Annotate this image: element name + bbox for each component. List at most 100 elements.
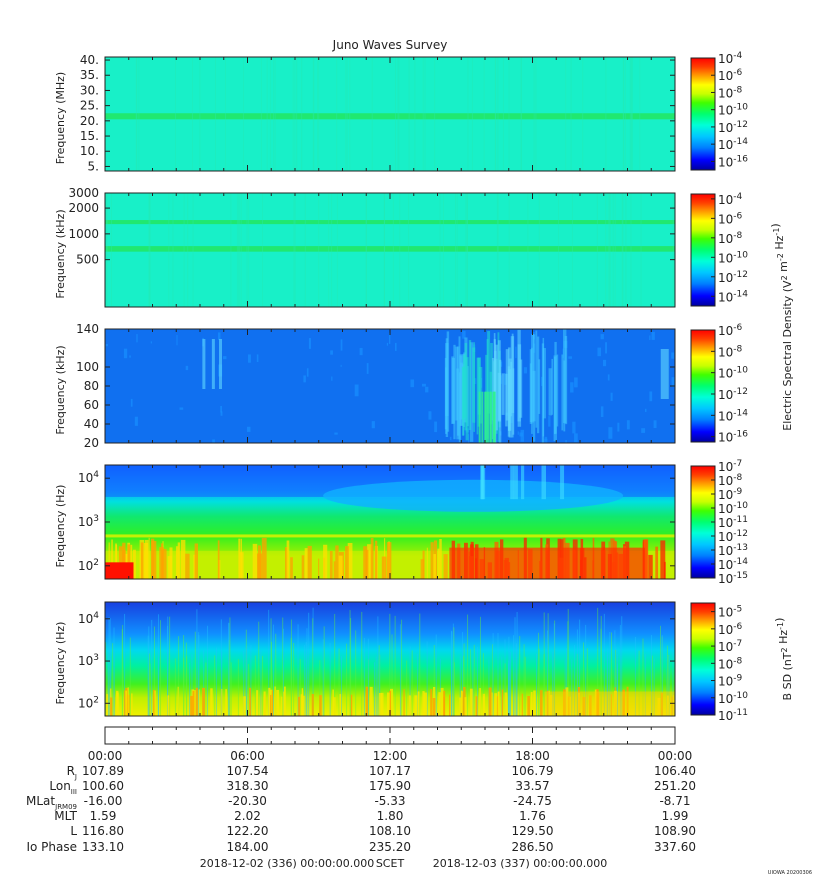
ephemeris-value: 337.60 — [654, 840, 696, 854]
ephemeris-value: 108.90 — [654, 824, 696, 838]
y-tick-label: 15. — [80, 129, 99, 143]
y-tick-label: 20 — [84, 436, 99, 450]
colorbar-tick-label: 10-10 — [718, 250, 748, 265]
y-tick-label: 100 — [76, 360, 99, 374]
ephemeris-label: L — [70, 824, 77, 838]
y-tick-label: 104 — [78, 611, 99, 626]
spectrogram-image-3 — [105, 329, 675, 443]
colorbar-tick-label: 10-10 — [718, 103, 748, 118]
spectrogram-image-1 — [105, 57, 675, 171]
colorbar-5: 10-5 10-6 10-7 10-8 10-9 10-10 10-11 — [690, 602, 748, 723]
colorbar-tick-label: 10-6 — [718, 323, 743, 338]
colorbar-tick-label: 10-5 — [718, 605, 742, 620]
ephemeris-value: 33.57 — [515, 779, 549, 793]
ephemeris-value: 100.60 — [82, 779, 124, 793]
spectrogram-panel-4: 102 103 104 Frequency (Hz) 10-710-810-910-10… — [54, 459, 748, 586]
ephemeris-value: 1.59 — [90, 809, 117, 823]
colorbar-tick-label: 10-6 — [718, 68, 743, 83]
y-axis-label: Frequency (Hz) — [54, 485, 67, 568]
ephemeris-value: 318.30 — [227, 779, 269, 793]
ephemeris-label: MLatJRM09 — [26, 794, 77, 811]
y-axis-label: Frequency (MHz) — [54, 72, 67, 164]
colorbar-tick-label: 10-8 — [718, 344, 743, 359]
ephemeris-value: 286.50 — [512, 840, 554, 854]
colorbar-tick-label: 10-8 — [718, 85, 743, 100]
ephemeris-value: 129.50 — [512, 824, 554, 838]
colorbar-tick-label: 10-9 — [718, 674, 743, 689]
time-tick-label: 06:00 — [230, 749, 265, 763]
footer-scet-label: SCET — [376, 857, 405, 870]
y-tick-label: 3000 — [68, 186, 99, 200]
emission-band-1 — [105, 246, 675, 252]
spectrogram-panel-1: 5.10.15.20.25. 30.35.40. Frequency (MHz) 10… — [54, 51, 748, 173]
footer-end-time: 2018-12-03 (337) 00:00:00.000 — [433, 857, 607, 870]
colorbar-3: 10-6 10-8 10-10 10-12 10-14 10-16 — [690, 323, 748, 445]
colorbar-tick-label: 10-13 — [718, 543, 748, 558]
colorbar-tick-label: 10-14 — [718, 408, 748, 423]
y-tick-label: 2000 — [68, 201, 99, 215]
ephemeris-value: -20.30 — [228, 794, 267, 808]
ephemeris-value: -5.33 — [374, 794, 405, 808]
ephemeris-label: MLT — [54, 809, 77, 823]
colorbar-tick-label: 10-12 — [718, 120, 748, 135]
ephemeris-value: 175.90 — [369, 779, 411, 793]
y-tick-label: 103 — [78, 653, 99, 668]
colorbar-tick-label: 10-10 — [718, 501, 748, 516]
colorbar-tick-label: 10-10 — [718, 691, 748, 706]
colorbar-2: 10-4 10-6 10-8 10-10 10-12 10-14 — [690, 192, 748, 307]
time-tick-label: 18:00 — [515, 749, 550, 763]
colorbar-tick-label: 10-4 — [718, 51, 743, 66]
colorbar-tick-label: 10-9 — [718, 487, 743, 502]
ephemeris-table: RJ 107.89 107.54 107.17 106.79 106.40 LonIII 10… — [26, 764, 696, 854]
ephemeris-value: 116.80 — [82, 824, 124, 838]
colorbar-tick-label: 10-16 — [718, 430, 748, 445]
ephemeris-value: 107.17 — [369, 764, 411, 778]
ephemeris-value: -16.00 — [84, 794, 123, 808]
ephemeris-value: 235.20 — [369, 840, 411, 854]
colorbar-title: Electric Spectral Density (V2 m-2 Hz-1) — [769, 223, 794, 430]
colorbar-tick-label: 10-7 — [718, 639, 742, 654]
time-tick-label: 12:00 — [373, 749, 408, 763]
ephemeris-value: 108.10 — [369, 824, 411, 838]
y-tick-label: 40 — [84, 417, 99, 431]
colorbar-1: 10-4 10-6 10-8 10-10 10-12 10-14 10-16 — [690, 51, 748, 171]
footer-stamp: UIOWA 20200306 — [768, 870, 812, 876]
colorbar-tick-label: 10-12 — [718, 529, 748, 544]
ephemeris-label: Io Phase — [26, 840, 77, 854]
colorbar-tick-label: 10-11 — [718, 708, 748, 723]
spectrogram-panels: 5.10.15.20.25. 30.35.40. Frequency (MHz) 10… — [54, 51, 794, 723]
y-tick-label: 25. — [80, 99, 99, 113]
ephemeris-value: 251.20 — [654, 779, 696, 793]
spectrogram-image-4 — [105, 465, 675, 579]
y-tick-label: 60 — [84, 398, 99, 412]
ephemeris-value: 122.20 — [227, 824, 269, 838]
y-tick-label: 102 — [78, 695, 99, 710]
colorbar-tick-label: 10-11 — [718, 515, 748, 530]
ephemeris-value: 184.00 — [227, 840, 269, 854]
ephemeris-value: 106.40 — [654, 764, 696, 778]
ephemeris-value: -8.71 — [659, 794, 690, 808]
y-tick-label: 40. — [80, 53, 99, 67]
ephemeris-value: 133.10 — [82, 840, 124, 854]
ephemeris-value: 1.99 — [662, 809, 689, 823]
colorbar-title: B SD (nT2 Hz-1) — [773, 618, 794, 701]
y-tick-label: 140 — [76, 322, 99, 336]
y-tick-label: 102 — [78, 558, 99, 573]
y-axis-label: Frequency (Hz) — [54, 622, 67, 705]
colorbar-tick-label: 10-8 — [718, 656, 743, 671]
figure-title: Juno Waves Survey — [332, 38, 448, 52]
ephemeris-value: 2.02 — [234, 809, 261, 823]
emission-band-1 — [105, 113, 675, 120]
colorbar-tick-label: 10-14 — [718, 137, 748, 152]
time-axis: 00:00 06:00 12:00 18:00 00:00 — [88, 726, 692, 763]
y-tick-label: 20. — [80, 114, 99, 128]
ephemeris-label: LonIII — [49, 779, 77, 796]
ephemeris-value: 1.80 — [377, 809, 404, 823]
ephemeris-value: 107.54 — [227, 764, 269, 778]
y-tick-label: 1000 — [68, 227, 99, 241]
colorbar-tick-label: 10-8 — [718, 473, 743, 488]
colorbar-tick-label: 10-10 — [718, 366, 748, 381]
